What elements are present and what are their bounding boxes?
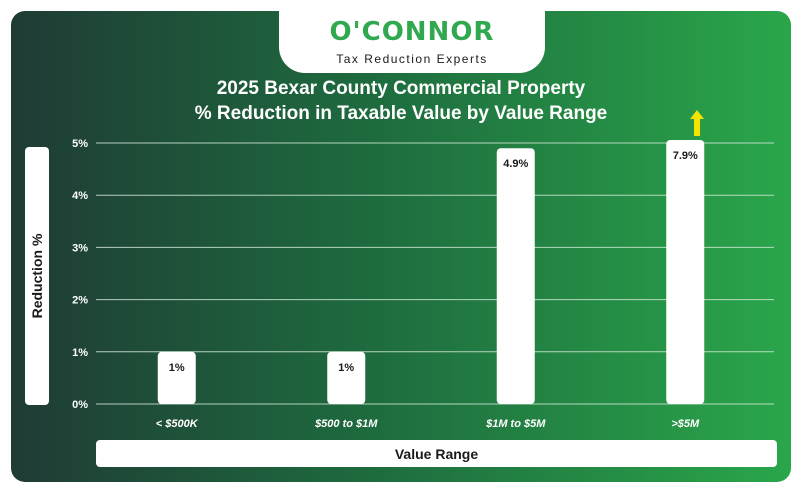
y-axis-label-box xyxy=(25,147,49,405)
y-tick-label: 4% xyxy=(72,190,88,202)
bar-data-label: 7.9% xyxy=(673,150,698,162)
x-tick-label: $1M to $5M xyxy=(485,418,546,430)
chart-title-line2: % Reduction in Taxable Value by Value Ra… xyxy=(194,103,608,124)
bar xyxy=(496,148,535,404)
logo-tagline: Tax Reduction Experts xyxy=(336,52,488,66)
y-tick-label: 0% xyxy=(72,399,88,411)
x-axis-label: Value Range xyxy=(394,445,479,462)
bar xyxy=(327,351,366,404)
bar xyxy=(157,351,196,404)
x-tick-label: >$5M xyxy=(671,418,700,430)
up-arrow-icon xyxy=(690,110,704,136)
bar-data-label: 1% xyxy=(338,362,354,374)
x-tick-label: $500 to $1M xyxy=(314,418,378,430)
y-tick-label: 5% xyxy=(72,138,88,150)
logo-wordmark: O'CONNOR xyxy=(329,17,495,47)
chart-title-line1: 2025 Bexar County Commercial Property xyxy=(216,78,586,99)
x-axis-label-box: Value Range xyxy=(96,440,777,467)
bar-data-label: 1% xyxy=(169,362,185,374)
logo-tab: O'CONNOR Tax Reduction Experts xyxy=(279,11,545,73)
y-tick-label: 1% xyxy=(72,347,88,359)
bar xyxy=(666,140,705,404)
y-tick-label: 2% xyxy=(72,295,88,307)
y-tick-label: 3% xyxy=(72,242,88,254)
bar-data-label: 4.9% xyxy=(503,158,528,170)
x-tick-label: < $500K xyxy=(156,418,199,430)
